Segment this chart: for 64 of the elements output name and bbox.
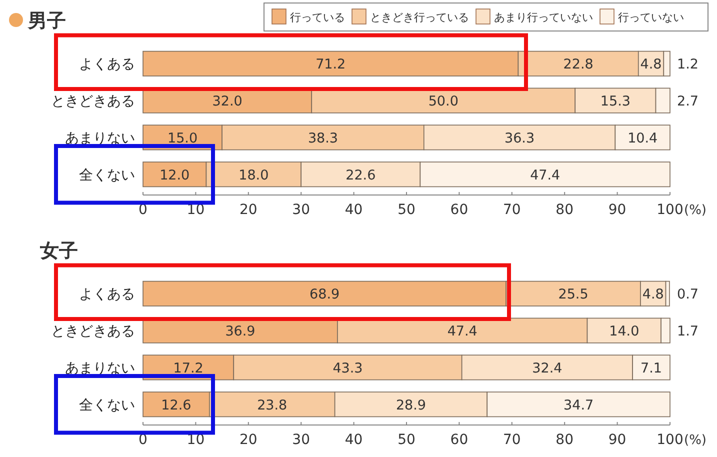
y-tick-label: ときどきある	[51, 94, 135, 110]
data-label: 32.4	[532, 360, 562, 376]
data-label: 1.2	[677, 56, 698, 73]
y-tick-label: よくある	[79, 56, 135, 73]
data-label: 28.9	[396, 397, 426, 414]
legend-label: あまり行っていない	[494, 11, 593, 24]
x-tick-label: 70	[502, 202, 521, 218]
x-tick-label: 50	[398, 432, 416, 448]
data-label: 50.0	[428, 94, 458, 110]
y-tick-label: ときどきある	[51, 324, 135, 340]
x-tick-label: 20	[239, 202, 258, 218]
x-tick-label: 40	[344, 202, 363, 218]
x-tick-label: 30	[292, 202, 310, 218]
data-label: 36.9	[225, 324, 256, 340]
data-label: 23.8	[257, 397, 288, 414]
data-label: 2.7	[677, 94, 698, 110]
data-label: 4.8	[640, 56, 662, 73]
x-tick-label: 80	[556, 202, 574, 218]
x-tick-label: 90	[608, 202, 626, 218]
x-tick-label: 20	[239, 432, 258, 448]
data-label: 12.0	[160, 167, 190, 184]
data-label: 22.8	[563, 56, 594, 73]
data-label: 47.4	[530, 167, 560, 184]
data-label: 34.7	[564, 397, 594, 414]
data-label: 22.6	[346, 167, 376, 184]
data-label: 68.9	[310, 286, 340, 303]
chart-title: 男子	[27, 10, 66, 32]
y-tick-label: 全くない	[79, 167, 135, 184]
x-tick-label: 60	[450, 202, 468, 218]
data-label: 32.0	[212, 94, 242, 110]
data-label: 25.5	[558, 286, 588, 303]
data-label: 7.1	[640, 360, 662, 376]
data-label: 18.0	[238, 167, 269, 184]
legend-label: 行っている	[290, 11, 345, 24]
x-tick-label: 40	[344, 432, 363, 448]
legend-label: ときどき行っている	[370, 11, 469, 24]
x-axis-title: (%)	[684, 203, 706, 218]
data-label: 47.4	[447, 324, 478, 340]
x-tick-label: 100	[656, 432, 684, 448]
data-label: 4.8	[642, 286, 664, 303]
data-label: 71.2	[316, 56, 346, 73]
y-tick-label: 全くない	[79, 397, 135, 414]
data-label: 14.0	[609, 324, 640, 340]
x-tick-label: 50	[398, 202, 416, 218]
data-label: 12.6	[161, 397, 192, 414]
x-tick-label: 70	[502, 432, 521, 448]
data-label: 0.7	[677, 286, 698, 303]
x-axis-title: (%)	[684, 433, 706, 448]
data-label: 15.0	[167, 130, 198, 146]
legend-label: 行っていない	[618, 11, 684, 24]
chart-title: 女子	[39, 240, 78, 262]
x-tick-label: 90	[608, 432, 626, 448]
x-tick-label: 30	[292, 432, 310, 448]
x-tick-label: 80	[556, 432, 574, 448]
x-tick-label: 100	[656, 202, 684, 218]
y-tick-label: よくある	[79, 286, 135, 303]
data-label: 15.3	[600, 94, 630, 110]
data-label: 43.3	[332, 360, 363, 376]
data-label: 10.4	[628, 130, 658, 146]
data-label: 1.7	[677, 324, 698, 340]
x-tick-label: 60	[450, 432, 468, 448]
data-label: 36.3	[504, 130, 535, 146]
data-label: 17.2	[173, 360, 204, 376]
data-label: 38.3	[308, 130, 338, 146]
